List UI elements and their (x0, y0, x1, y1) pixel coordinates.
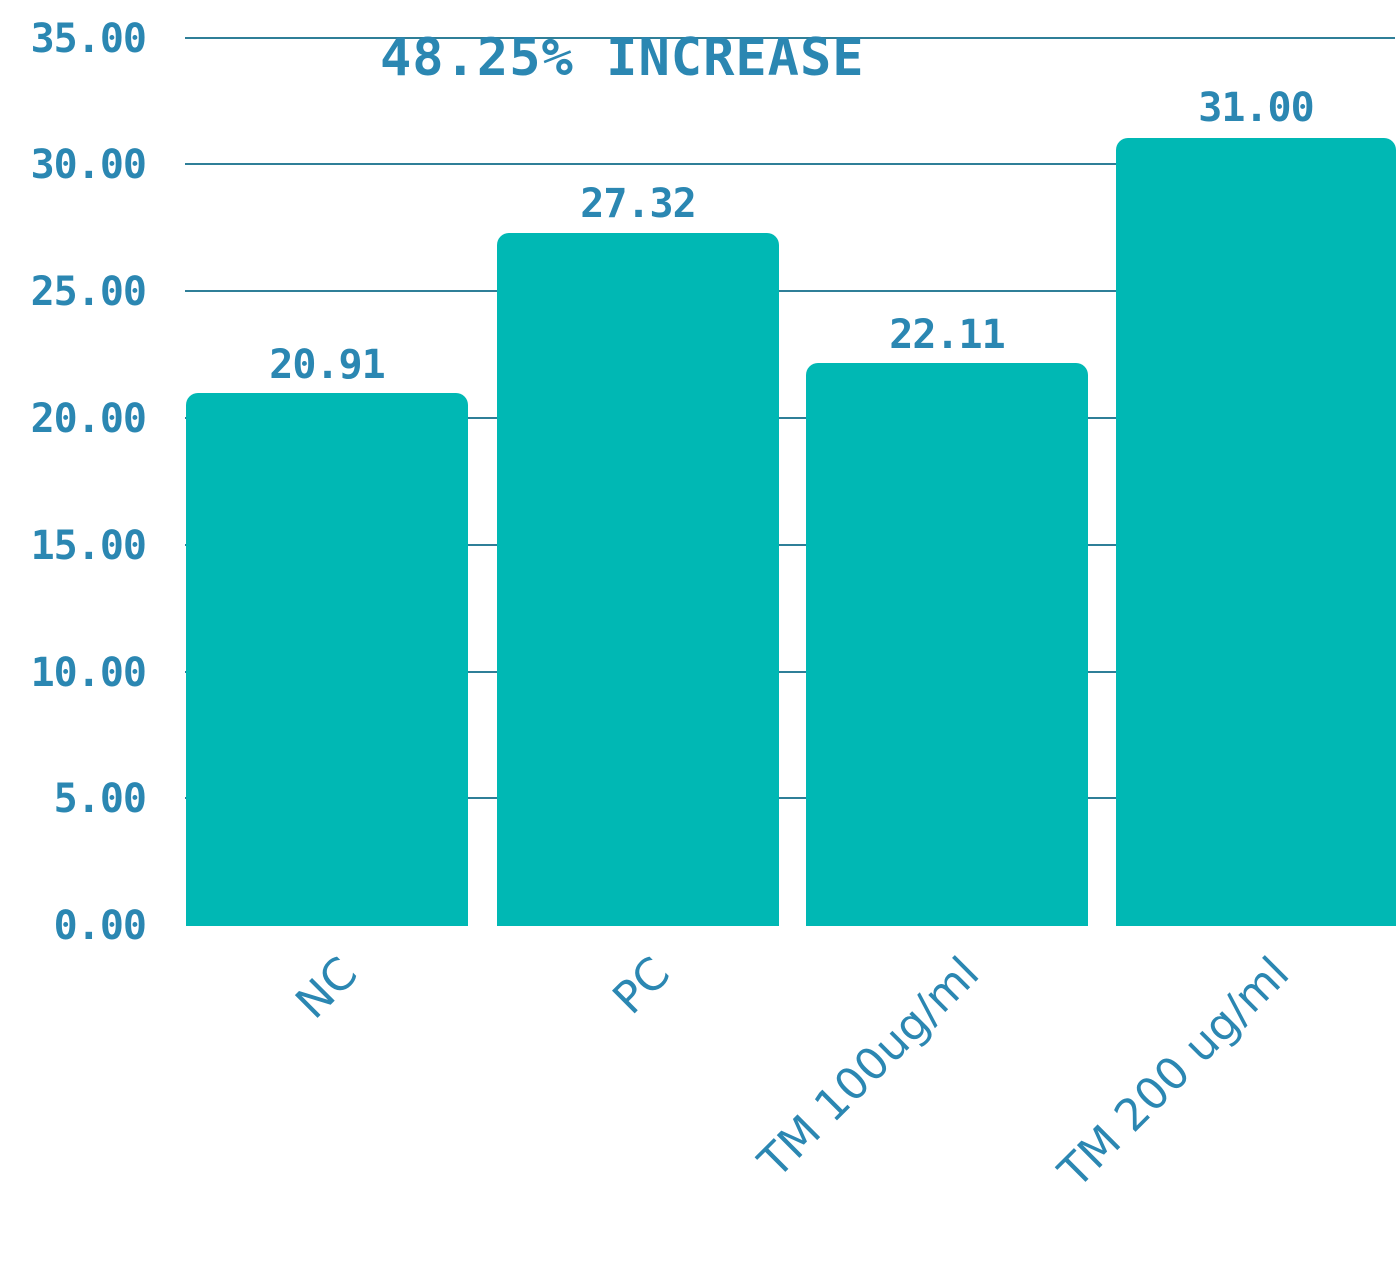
bar-value-label: 22.11 (889, 312, 1005, 358)
gridline-35 (185, 37, 1395, 39)
y-tick-label: 5.00 (53, 776, 147, 822)
increase-annotation: 48.25% INCREASE (380, 28, 865, 88)
bar-nc (186, 393, 468, 926)
bar-tm-200 (1116, 138, 1396, 926)
x-category-label: NC (286, 947, 368, 1029)
bar-pc (497, 233, 779, 926)
gridline-30 (185, 163, 1395, 165)
gridline-20 (185, 417, 1395, 419)
y-tick-label: 25.00 (30, 269, 147, 315)
x-category-label: TM 100ug/ml (749, 947, 990, 1188)
bar-tm-100 (806, 363, 1088, 926)
y-tick-label: 35.00 (30, 16, 147, 62)
gridline-10 (185, 671, 1395, 673)
y-tick-label: 10.00 (30, 650, 147, 696)
y-tick-label: 0.00 (53, 903, 147, 949)
x-category-label: PC (603, 947, 680, 1025)
gridline-15 (185, 544, 1395, 546)
y-tick-label: 20.00 (30, 396, 147, 442)
y-tick-label: 30.00 (30, 142, 147, 188)
bar-value-label: 20.91 (269, 342, 385, 388)
gridline-5 (185, 797, 1395, 799)
y-tick-label: 15.00 (30, 523, 147, 569)
x-category-label: TM 200 ug/ml (1049, 947, 1300, 1198)
gridline-25 (185, 290, 1395, 292)
bar-value-label: 27.32 (580, 181, 696, 227)
bar-value-label: 31.00 (1198, 85, 1314, 131)
